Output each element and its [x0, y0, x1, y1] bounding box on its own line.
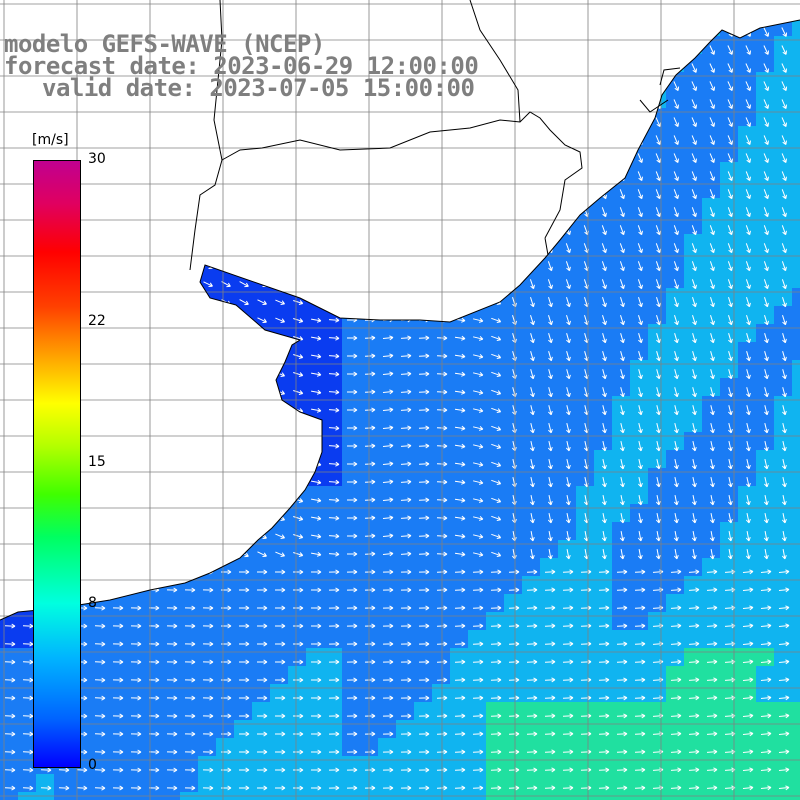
model-title: modelo GEFS-WAVE (NCEP): [4, 30, 325, 58]
colorbar-unit: [m/s]: [32, 132, 69, 148]
valid-date: valid date: 2023-07-05 15:00:00: [42, 74, 475, 102]
colorbar-tick-label: 22: [88, 312, 106, 329]
colorbar: [33, 160, 81, 768]
colorbar-tick-label: 15: [88, 454, 106, 470]
coastline: [0, 19, 800, 621]
forecast-date: forecast date: 2023-06-29 12:00:00: [4, 52, 479, 80]
colorbar-tick-label: 0: [88, 757, 97, 773]
country-border: [189, 0, 681, 271]
colorbar-tick-label: 30: [88, 151, 106, 167]
colorbar-tick-label: 8: [88, 595, 97, 612]
